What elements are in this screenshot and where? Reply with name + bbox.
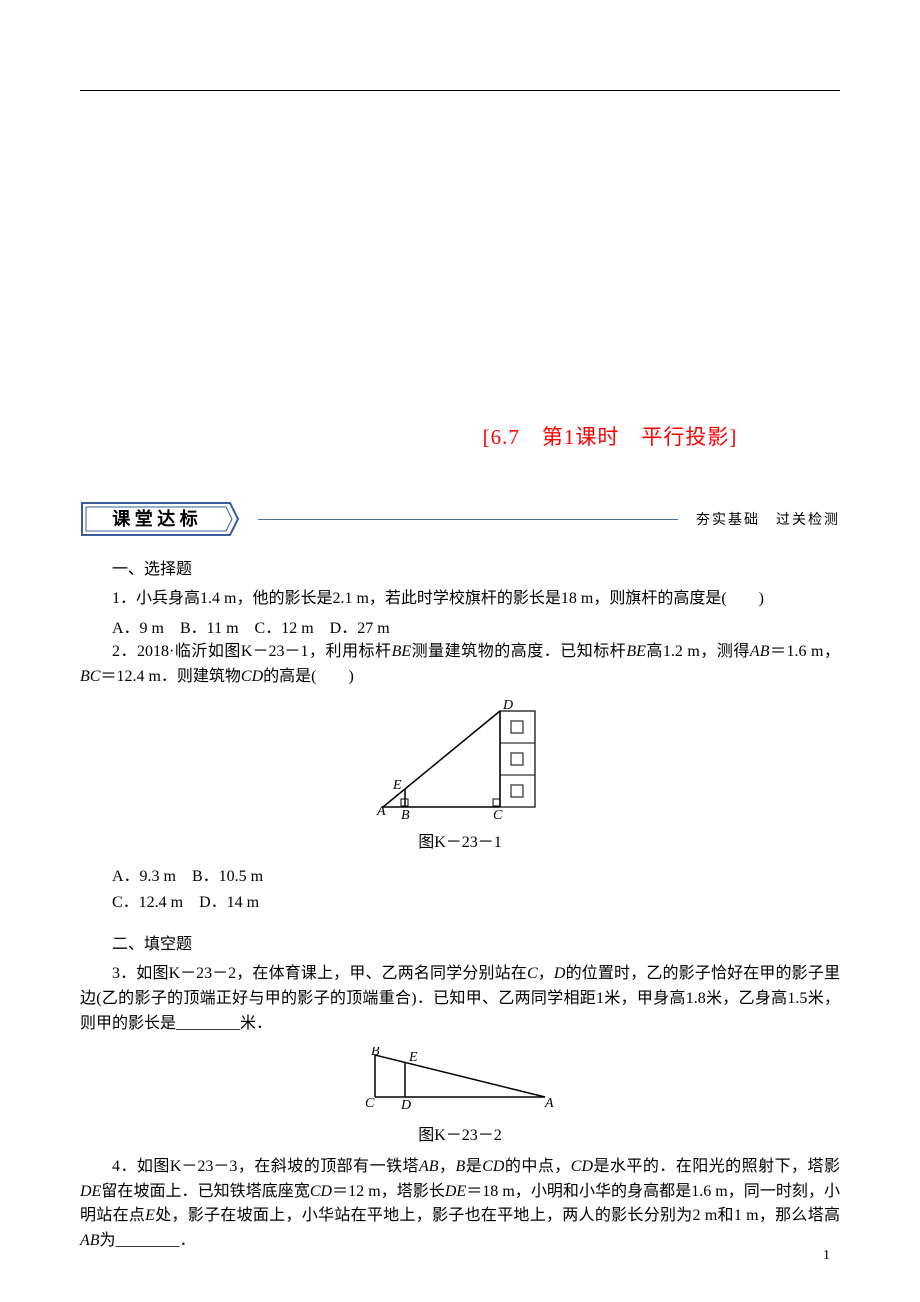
fig2-D: D <box>400 1098 411 1112</box>
chapter-title: [6.7 第1课时 平行投影] <box>380 421 840 451</box>
q2-options-a: A．9.3 m B．10.5 m <box>80 862 840 886</box>
q2-be1: BE <box>392 643 412 660</box>
q3-d: D <box>554 965 566 982</box>
q4-B: B <box>455 1158 465 1175</box>
q4-de: DE <box>80 1183 101 1200</box>
fig1-D: D <box>502 699 513 713</box>
q2-be2: BE <box>626 643 646 660</box>
q2-ab: AB <box>750 643 770 660</box>
q2-text: 2．2018·临沂如图K－23－1，利用标杆BE测量建筑物的高度．已知标杆BE高… <box>80 640 840 690</box>
q4-ab: AB <box>419 1158 439 1175</box>
top-rule <box>80 90 840 91</box>
q4-cd2: CD <box>571 1158 593 1175</box>
banner-main-text: 课 堂 达 标 <box>112 508 198 529</box>
q1-text: 1．小兵身高1.4 m，他的影长是2.1 m，若此时学校旗杆的影长是18 m，则… <box>80 587 840 612</box>
q4-i: 处，影子在坡面上，小华站在平地上，影子也在平地上，两人的影长分别为2 m和1 m… <box>155 1207 840 1224</box>
fig1-C: C <box>493 808 503 819</box>
figure-1: A B C D E <box>80 699 840 824</box>
section-2-heading: 二、填空题 <box>80 930 840 954</box>
fig1-E: E <box>392 778 402 793</box>
q4-cd: CD <box>482 1158 504 1175</box>
fig1-B: B <box>401 808 410 819</box>
q2-c: 高1.2 m，测得 <box>646 643 750 660</box>
q4-d: 的中点， <box>504 1158 570 1175</box>
q2-e: ＝12.4 m．则建筑物 <box>100 668 240 685</box>
q2-bc: BC <box>80 668 100 685</box>
fig1-A: A <box>376 804 386 819</box>
q3-text: 3．如图K－23－2，在体育课上，甲、乙两名同学分别站在C，D的位置时，乙的影子… <box>80 962 840 1036</box>
q4-text: 4．如图K－23－3，在斜坡的顶部有一铁塔AB，B是CD的中点，CD是水平的．在… <box>80 1155 840 1254</box>
q4-cd3: CD <box>310 1183 332 1200</box>
figure-2: B E C D A <box>80 1047 840 1117</box>
q2-b: 测量建筑物的高度．已知标杆 <box>411 643 626 660</box>
figure-1-caption: 图K－23－1 <box>80 828 840 852</box>
q3-c: C <box>527 965 538 982</box>
q4-a: 4．如图K－23－3，在斜坡的顶部有一铁塔 <box>112 1158 419 1175</box>
fig2-A: A <box>544 1096 554 1111</box>
q4-f: 留在坡面上．已知铁塔底座宽 <box>101 1183 310 1200</box>
fig2-B: B <box>371 1047 380 1059</box>
q1-options: A．9 m B．11 m C．12 m D．27 m <box>80 614 840 638</box>
banner-divider-line <box>258 519 678 520</box>
q2-options-b: C．12.4 m D．14 m <box>80 888 840 912</box>
q2-a: 2．2018·临沂如图K－23－1，利用标杆 <box>112 643 392 660</box>
q2-f: 的高是( ) <box>263 668 354 685</box>
q4-de2: DE <box>445 1183 466 1200</box>
q2-cd: CD <box>241 668 263 685</box>
q4-j: 为________． <box>100 1232 196 1249</box>
fig2-E: E <box>408 1050 418 1065</box>
q4-ab2: AB <box>80 1232 100 1249</box>
banner-badge: 课 堂 达 标 <box>80 501 240 537</box>
q3-comma: ， <box>538 965 554 982</box>
section-1-heading: 一、选择题 <box>80 555 840 579</box>
fig2-C: C <box>365 1096 375 1111</box>
banner-sub-text: 夯实基础 过关检测 <box>696 509 840 529</box>
q4-E: E <box>145 1207 155 1224</box>
q3-a: 3．如图K－23－2，在体育课上，甲、乙两名同学分别站在 <box>112 965 527 982</box>
page-number: 1 <box>823 1248 830 1264</box>
banner-row: 课 堂 达 标 夯实基础 过关检测 <box>80 501 840 537</box>
q4-b: ， <box>439 1158 456 1175</box>
q2-d: ＝1.6 m， <box>769 643 840 660</box>
figure-2-caption: 图K－23－2 <box>80 1121 840 1145</box>
q4-c: 是 <box>465 1158 482 1175</box>
q4-g: ＝12 m，塔影长 <box>332 1183 445 1200</box>
q4-e: 是水平的．在阳光的照射下，塔影 <box>593 1158 840 1175</box>
